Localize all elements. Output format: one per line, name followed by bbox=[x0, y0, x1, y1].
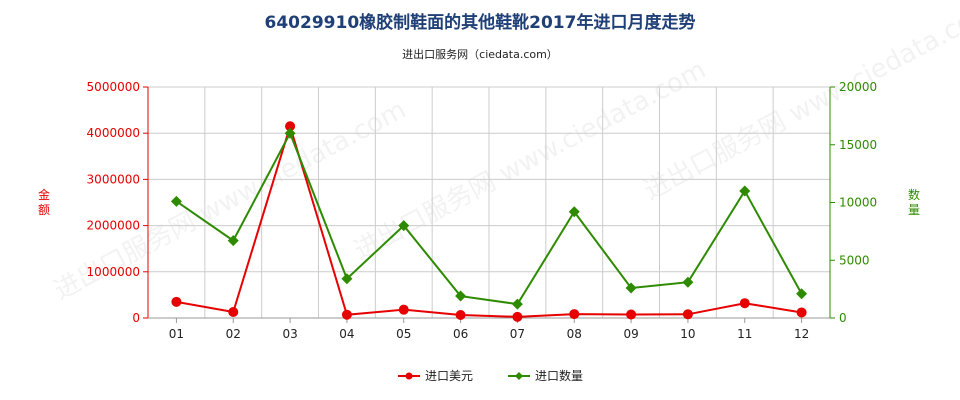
data-point-1 bbox=[682, 309, 693, 320]
data-point-1 bbox=[796, 307, 807, 318]
data-point-2 bbox=[170, 195, 182, 207]
data-point-1 bbox=[228, 306, 239, 317]
right-axis-tick-label: 20000 bbox=[839, 80, 877, 94]
data-point-1 bbox=[626, 309, 637, 320]
right-axis-tick-label: 0 bbox=[839, 311, 847, 325]
data-point-2 bbox=[455, 290, 467, 302]
data-point-1 bbox=[171, 296, 182, 307]
axes: 0100000020000003000000400000050000000500… bbox=[38, 80, 920, 341]
x-axis-tick-label: 10 bbox=[680, 327, 695, 341]
left-axis-tick-label: 0 bbox=[132, 311, 140, 325]
right-axis-label: 数量 bbox=[908, 187, 920, 217]
legend-marker-1 bbox=[405, 372, 413, 380]
x-axis-tick-label: 09 bbox=[623, 327, 638, 341]
data-point-1 bbox=[569, 309, 580, 320]
x-axis-tick-label: 05 bbox=[396, 327, 411, 341]
data-point-2 bbox=[568, 206, 580, 218]
series-line-2 bbox=[175, 130, 803, 306]
series-line-1 bbox=[176, 122, 802, 318]
left-axis-label: 金额 bbox=[38, 187, 50, 217]
x-axis-tick-label: 12 bbox=[794, 327, 809, 341]
legend-label-2: 进口数量 bbox=[535, 368, 583, 383]
data-point-2 bbox=[739, 185, 751, 197]
x-axis-tick-label: 02 bbox=[226, 327, 241, 341]
chart-subtitle: 进出口服务网（ciedata.com） bbox=[402, 48, 558, 61]
right-axis-tick-label: 15000 bbox=[839, 138, 877, 152]
legend-label-1: 进口美元 bbox=[425, 369, 473, 383]
data-point-1 bbox=[512, 311, 523, 322]
data-point-2 bbox=[625, 282, 637, 294]
watermark-text: 进出口服务网 www.ciedata.com bbox=[639, 0, 960, 206]
data-point-1 bbox=[341, 309, 352, 320]
left-axis-tick-label: 2000000 bbox=[87, 219, 140, 233]
data-point-2 bbox=[682, 276, 694, 288]
data-point-1 bbox=[455, 309, 466, 320]
left-axis-tick-label: 1000000 bbox=[87, 265, 140, 279]
data-point-2 bbox=[398, 220, 410, 232]
left-axis-tick-label: 4000000 bbox=[87, 126, 140, 140]
series-layer bbox=[170, 121, 808, 322]
x-axis-tick-label: 04 bbox=[339, 327, 354, 341]
legend-marker-2 bbox=[515, 372, 523, 380]
x-axis-tick-label: 08 bbox=[567, 327, 582, 341]
right-axis-tick-label: 5000 bbox=[839, 253, 870, 267]
data-point-2 bbox=[284, 127, 296, 139]
legend: 进口美元 进口数量 bbox=[398, 368, 583, 383]
x-axis-tick-label: 11 bbox=[737, 327, 752, 341]
left-axis-tick-label: 5000000 bbox=[87, 80, 140, 94]
data-point-2 bbox=[796, 288, 808, 300]
chart-title: 64029910橡胶制鞋面的其他鞋靴2017年进口月度走势 bbox=[264, 13, 696, 33]
grid bbox=[147, 86, 831, 318]
data-point-1 bbox=[398, 304, 409, 315]
x-axis-tick-label: 06 bbox=[453, 327, 468, 341]
data-point-2 bbox=[341, 273, 353, 285]
data-point-2 bbox=[511, 298, 523, 310]
left-axis-tick-label: 3000000 bbox=[87, 172, 140, 186]
x-axis-tick-label: 03 bbox=[282, 327, 297, 341]
x-axis-tick-label: 07 bbox=[510, 327, 525, 341]
right-axis-tick-label: 10000 bbox=[839, 196, 877, 210]
data-point-1 bbox=[285, 121, 296, 132]
data-point-2 bbox=[227, 235, 239, 247]
data-point-1 bbox=[739, 298, 750, 309]
x-axis-tick-label: 01 bbox=[169, 327, 184, 341]
